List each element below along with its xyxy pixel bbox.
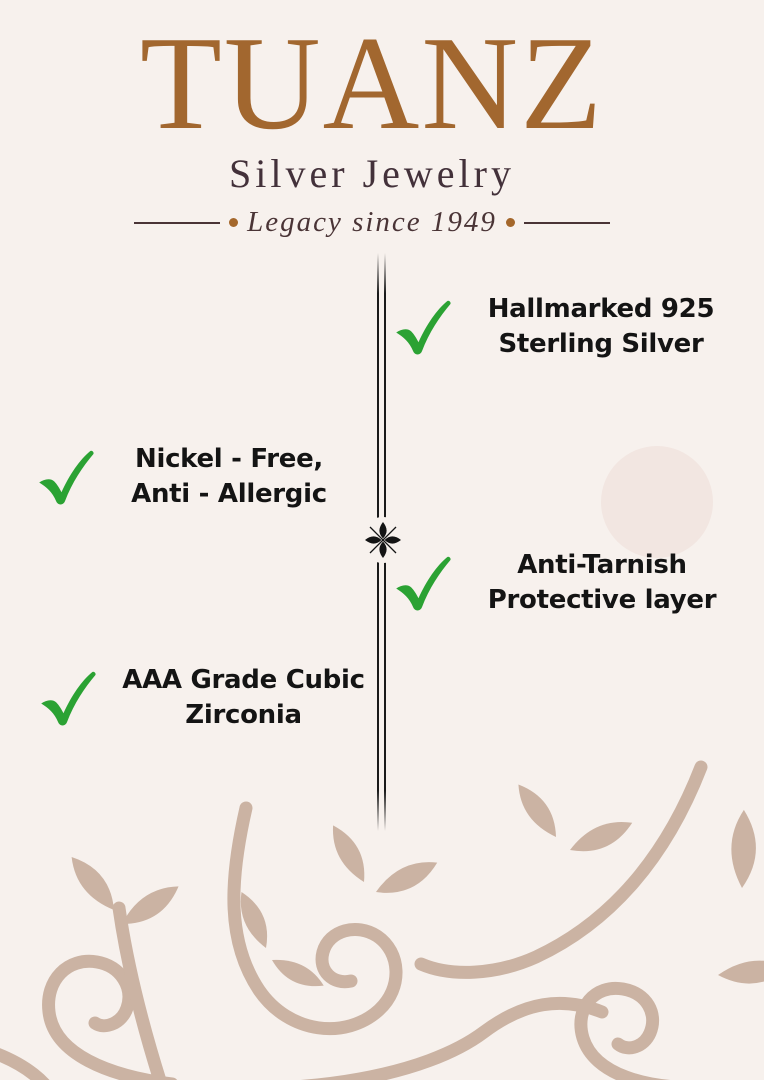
tagline-right-dot [505,218,515,227]
check-icon [396,300,451,355]
feature-line-1: Anti-Tarnish [517,550,687,580]
tagline-right-rule [523,221,610,224]
decorative-circle [601,446,713,558]
vine-swirl-decoration [0,760,764,1080]
feature-label: Hallmarked 925 Sterling Silver [462,292,740,362]
feature-label: Anti-Tarnish Protective layer [462,548,742,618]
feature-label: AAA Grade Cubic Zirconia [107,663,380,733]
feature-line-2: Anti - Allergic [131,478,327,509]
brand-logo: TUANZ Silver Jewelry Legacy since 1949 [0,16,744,239]
brand-name: TUANZ [139,9,605,157]
feature-nickel-free: Nickel - Free, Anti - Allergic [33,442,353,512]
feature-line-2: Sterling Silver [498,328,704,359]
brand-tagline-row: Legacy since 1949 [0,206,744,239]
feature-line-2: Zirconia [185,699,302,730]
feature-hallmarked-925: Hallmarked 925 Sterling Silver [390,292,740,362]
check-icon [41,671,96,726]
check-icon [396,556,451,611]
tagline-left-rule [134,221,221,224]
brand-tagline: Legacy since 1949 [247,206,497,238]
four-petal-cross-ornament-icon [365,522,401,558]
feature-label: Nickel - Free, Anti - Allergic [105,442,353,512]
feature-line-1: AAA Grade Cubic [122,665,365,695]
tagline-left-dot [229,218,239,227]
feature-line-1: Nickel - Free, [135,444,323,474]
feature-line-2: Protective layer [487,584,717,615]
feature-anti-tarnish: Anti-Tarnish Protective layer [390,548,742,618]
brand-subtitle: Silver Jewelry [229,151,515,196]
feature-line-1: Hallmarked 925 [487,294,715,324]
feature-aaa-cubic-zirconia: AAA Grade Cubic Zirconia [35,663,380,733]
check-icon [39,450,94,505]
